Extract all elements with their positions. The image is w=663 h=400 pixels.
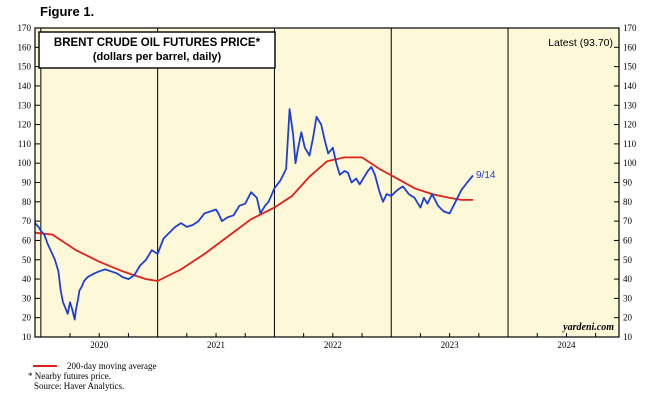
footnote: * Nearby futures price. xyxy=(28,371,111,381)
y-tick-label-left: 10 xyxy=(22,332,32,342)
y-tick-label-left: 130 xyxy=(18,100,32,110)
y-tick-label-right: 40 xyxy=(623,274,633,284)
price-line xyxy=(34,108,474,321)
title-box xyxy=(38,31,276,69)
chart-title: BRENT CRUDE OIL FUTURES PRICE* xyxy=(54,37,261,49)
x-axis-labels: 2020 2021 2022 2023 2024 xyxy=(90,340,576,350)
latest-value: Latest (93.70) xyxy=(548,37,613,49)
end-date-annotation: 9/14 xyxy=(476,170,496,181)
y-tick-label-left: 40 xyxy=(22,274,32,284)
y-tick-label-left: 170 xyxy=(18,23,32,33)
y-tick-label-right: 20 xyxy=(623,313,633,323)
x-ticks xyxy=(69,333,597,337)
y-tick-label-right: 10 xyxy=(623,332,633,342)
legend-ma-label: 200-day moving average xyxy=(67,361,157,371)
y-tick-label-right: 170 xyxy=(623,23,637,33)
y-tick-label-right: 150 xyxy=(623,62,637,72)
y-tick-label-right: 60 xyxy=(623,235,633,245)
watermark: yardeni.com xyxy=(562,322,614,333)
y-tick-label-right: 90 xyxy=(623,178,633,188)
x-tick-label: 2022 xyxy=(324,340,342,350)
y-tick-label-right: 80 xyxy=(623,197,633,207)
y-tick-label-left: 110 xyxy=(18,139,32,149)
figure-label: Figure 1. xyxy=(40,4,95,19)
y-tick-label-left: 20 xyxy=(22,313,32,323)
year-grid xyxy=(40,28,509,337)
y-tick-label-right: 160 xyxy=(623,42,637,52)
plot-background xyxy=(35,28,619,337)
y-tick-label-right: 70 xyxy=(623,216,633,226)
y-tick-label-left: 70 xyxy=(22,216,32,226)
y-axis-left: 10 20 30 40 50 60 70 80 90 100 110 120 130 140 150 160 1… xyxy=(18,23,32,342)
y-tick-label-right: 110 xyxy=(623,139,637,149)
y-tick-label-right: 130 xyxy=(623,100,637,110)
y-tick-label-left: 160 xyxy=(18,42,32,52)
y-tick-label-left: 30 xyxy=(22,293,32,303)
y-tick-label-right: 100 xyxy=(623,158,637,168)
y-tick-label-right: 30 xyxy=(623,293,633,303)
source-note: Source: Haver Analytics. xyxy=(34,381,125,391)
y-tick-label-left: 120 xyxy=(18,120,32,130)
y-tick-label-left: 90 xyxy=(22,178,32,188)
x-tick-label: 2020 xyxy=(90,340,109,350)
y-axis-right: 10 20 30 40 50 60 70 80 90 100 110 120 130 140 150 160 1… xyxy=(623,23,637,342)
legend: 200-day moving average * Nearby futures … xyxy=(22,361,156,391)
chart-subtitle: (dollars per barrel, daily) xyxy=(93,51,222,63)
y-tick-label-right: 50 xyxy=(623,255,633,265)
legend-ma-row: 200-day moving average xyxy=(22,361,156,371)
y-tick-label-left: 150 xyxy=(18,62,32,72)
y-tick-label-left: 100 xyxy=(18,158,32,168)
y-tick-label-right: 140 xyxy=(623,81,637,91)
legend-ma-swatch xyxy=(33,365,57,367)
y-tick-label-left: 50 xyxy=(22,255,32,265)
y-tick-label-left: 80 xyxy=(22,197,32,207)
x-tick-label: 2024 xyxy=(557,340,576,350)
plot-frame xyxy=(34,27,620,338)
x-tick-label: 2021 xyxy=(207,340,225,350)
y-tick-label-left: 140 xyxy=(18,81,32,91)
moving-average-line xyxy=(34,156,473,282)
x-tick-label: 2023 xyxy=(441,340,460,350)
y-tick-label-right: 120 xyxy=(623,120,637,130)
y-tick-label-left: 60 xyxy=(22,235,32,245)
